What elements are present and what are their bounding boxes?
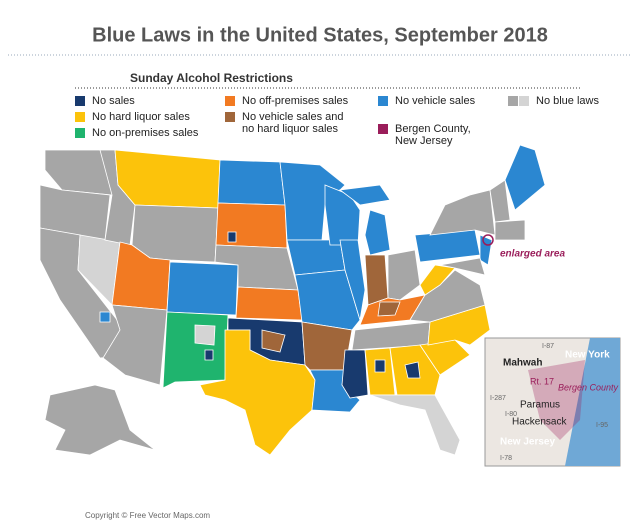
legend-swatch — [75, 96, 85, 106]
state — [261, 329, 286, 353]
state — [204, 349, 214, 361]
state — [369, 394, 461, 456]
legend-label: No sales — [92, 95, 135, 107]
state — [217, 159, 286, 206]
legend-label: New Jersey — [395, 135, 453, 147]
state — [429, 189, 496, 236]
copyright: Copyright © Free Vector Maps.com — [85, 511, 210, 520]
legend-label: no hard liquor sales — [242, 123, 339, 135]
inset-label: Paramus — [520, 400, 560, 411]
state — [387, 249, 421, 301]
legend-swatch — [75, 128, 85, 138]
state — [215, 202, 288, 249]
inset-label: I-95 — [596, 422, 608, 429]
state — [39, 184, 111, 241]
inset-label: I-87 — [542, 343, 554, 350]
inset-label: Rt. 17 — [530, 376, 554, 386]
inset-label: Hackensack — [512, 417, 567, 428]
inset-label: New Jersey — [500, 437, 555, 448]
inset-label: I-78 — [500, 455, 512, 462]
legend-label: No blue laws — [536, 95, 599, 107]
river — [565, 338, 620, 466]
state — [439, 257, 486, 276]
state — [194, 324, 216, 346]
legend-label: No off-premises sales — [242, 95, 349, 107]
state — [338, 184, 391, 206]
state — [114, 149, 221, 209]
state — [377, 301, 401, 317]
legend-title: Sunday Alcohol Restrictions — [130, 71, 293, 85]
inset-label: Mahwah — [503, 358, 542, 369]
inset-label: New York — [565, 350, 610, 361]
legend-swatch — [225, 96, 235, 106]
state — [99, 311, 111, 323]
inset-label: Bergen County — [558, 382, 619, 392]
legend-label: No vehicle sales — [395, 95, 476, 107]
state — [489, 179, 511, 223]
inset-label: I-287 — [490, 395, 506, 402]
legend-label: No vehicle sales and — [242, 111, 344, 123]
state — [131, 204, 219, 263]
legend-label: Bergen County, — [395, 123, 471, 135]
legend-swatch — [378, 96, 388, 106]
state — [339, 239, 366, 321]
legend-swatch — [508, 96, 518, 106]
state — [504, 144, 546, 211]
state — [404, 361, 421, 379]
state — [341, 349, 369, 399]
callout-circle — [482, 234, 494, 246]
state — [494, 219, 526, 241]
inset-label: I-80 — [505, 411, 517, 418]
state — [199, 329, 316, 456]
legend: No sales No hard liquor sales No on-premis… — [75, 95, 599, 147]
title: Blue Laws in the United States, Septembe… — [92, 24, 548, 46]
callout-label: enlarged area — [500, 249, 565, 260]
inset: Mahwah New York Rt. 17 Bergen County Par… — [484, 337, 621, 467]
state — [235, 286, 303, 321]
legend-swatch — [378, 124, 388, 134]
state — [414, 229, 481, 263]
state — [374, 359, 386, 373]
state — [166, 261, 239, 316]
legend-swatch — [225, 112, 235, 122]
state — [479, 234, 493, 266]
state — [364, 254, 389, 306]
state — [44, 384, 156, 456]
state — [364, 209, 391, 256]
state — [227, 231, 237, 243]
state — [419, 264, 456, 296]
legend-label: No on-premises sales — [92, 127, 199, 139]
legend-swatch — [75, 112, 85, 122]
us-map — [39, 144, 546, 456]
legend-label: No hard liquor sales — [92, 111, 190, 123]
bergen-area — [528, 360, 585, 440]
legend-swatch — [519, 96, 529, 106]
state — [162, 311, 229, 389]
state — [279, 161, 346, 241]
